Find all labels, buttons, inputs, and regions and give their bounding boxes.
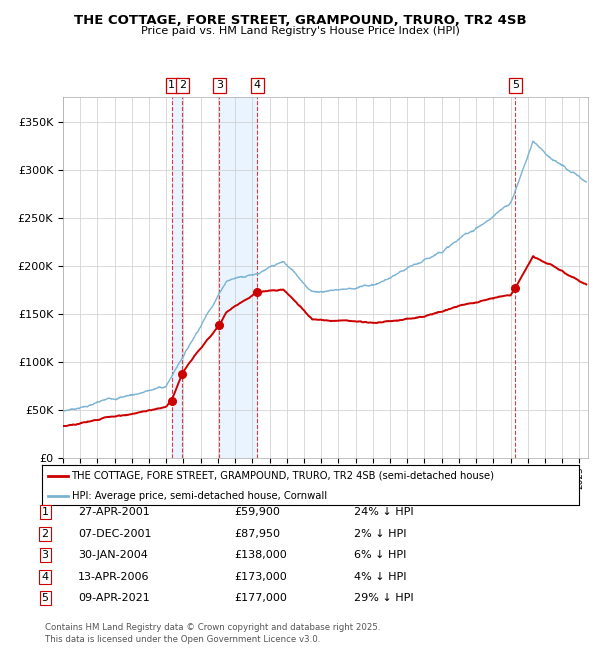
- Text: 5: 5: [41, 593, 49, 603]
- Text: 09-APR-2021: 09-APR-2021: [78, 593, 150, 603]
- Text: 6% ↓ HPI: 6% ↓ HPI: [354, 550, 406, 560]
- Text: THE COTTAGE, FORE STREET, GRAMPOUND, TRURO, TR2 4SB: THE COTTAGE, FORE STREET, GRAMPOUND, TRU…: [74, 14, 526, 27]
- Text: 27-APR-2001: 27-APR-2001: [78, 507, 150, 517]
- Bar: [172, 98, 182, 458]
- Text: Contains HM Land Registry data © Crown copyright and database right 2025.: Contains HM Land Registry data © Crown c…: [45, 623, 380, 632]
- Text: 3: 3: [41, 550, 49, 560]
- Text: 3: 3: [216, 81, 223, 90]
- Text: 4: 4: [41, 571, 49, 582]
- Text: £177,000: £177,000: [234, 593, 287, 603]
- Text: 2: 2: [179, 81, 186, 90]
- Text: 13-APR-2006: 13-APR-2006: [78, 571, 149, 582]
- Text: 2: 2: [41, 528, 49, 539]
- Text: 30-JAN-2004: 30-JAN-2004: [78, 550, 148, 560]
- Text: Price paid vs. HM Land Registry's House Price Index (HPI): Price paid vs. HM Land Registry's House …: [140, 26, 460, 36]
- Text: 4% ↓ HPI: 4% ↓ HPI: [354, 571, 407, 582]
- Text: £138,000: £138,000: [234, 550, 287, 560]
- Text: 5: 5: [512, 81, 519, 90]
- Text: 2% ↓ HPI: 2% ↓ HPI: [354, 528, 407, 539]
- Text: 4: 4: [254, 81, 261, 90]
- Text: This data is licensed under the Open Government Licence v3.0.: This data is licensed under the Open Gov…: [45, 634, 320, 644]
- Text: 24% ↓ HPI: 24% ↓ HPI: [354, 507, 413, 517]
- Text: THE COTTAGE, FORE STREET, GRAMPOUND, TRURO, TR2 4SB (semi-detached house): THE COTTAGE, FORE STREET, GRAMPOUND, TRU…: [71, 471, 494, 480]
- Text: 29% ↓ HPI: 29% ↓ HPI: [354, 593, 413, 603]
- Text: HPI: Average price, semi-detached house, Cornwall: HPI: Average price, semi-detached house,…: [71, 491, 326, 501]
- Text: £87,950: £87,950: [234, 528, 280, 539]
- Bar: [219, 98, 257, 458]
- Text: 1: 1: [41, 507, 49, 517]
- Text: £59,900: £59,900: [234, 507, 280, 517]
- Text: 07-DEC-2001: 07-DEC-2001: [78, 528, 151, 539]
- Text: £173,000: £173,000: [234, 571, 287, 582]
- Text: 1: 1: [168, 81, 175, 90]
